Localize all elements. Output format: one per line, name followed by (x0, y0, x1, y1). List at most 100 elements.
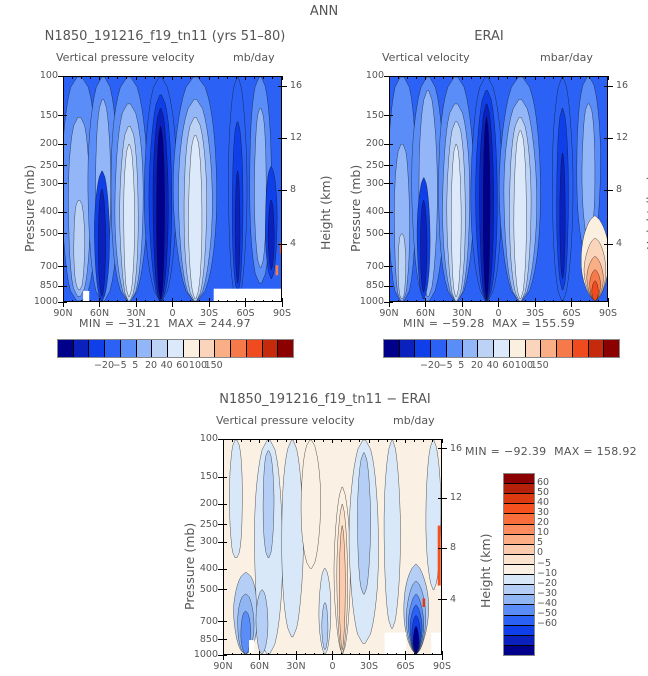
axis-tick-label: 100 (514, 360, 534, 371)
axis-tick-label: −50 (537, 607, 558, 619)
colorbar-cell (504, 595, 534, 606)
axis-tick-label: 700 (199, 615, 218, 627)
colorbar-cell (604, 340, 620, 357)
axis-tick-label: 5 (458, 360, 465, 371)
panel-diff-colorbar[interactable] (503, 473, 535, 656)
axis-tickmark (608, 85, 613, 87)
panel-diff-title: N1850_191216_f19_tn11 − ERAI (219, 392, 431, 407)
panel-diff-subtitle-right: mb/day (393, 414, 435, 427)
axis-tick-label: 850 (365, 280, 384, 292)
axis-tick-label: −5 (537, 557, 552, 569)
colorbar-cell (168, 340, 184, 357)
axis-tickmark (607, 302, 609, 307)
axis-tickmark (388, 302, 390, 307)
panel-model-ylabel: Pressure (mb) (22, 164, 37, 252)
colorbar-cell (504, 484, 534, 495)
colorbar-cell (120, 340, 137, 357)
colorbar-cell (504, 474, 534, 485)
axis-tick-label: 40 (537, 497, 550, 509)
axis-tick-label: 60 (176, 360, 189, 371)
axis-tick-label: 8 (290, 184, 297, 196)
axis-tick-label: 850 (39, 280, 58, 292)
colorbar-cell (504, 645, 534, 655)
axis-tickmark (608, 137, 613, 139)
axis-tickmark (608, 189, 613, 191)
axis-tick-label: 4 (616, 238, 623, 250)
axis-tick-label: 30 (537, 507, 550, 519)
panel-model-min: MIN = −31.21 (79, 317, 161, 330)
axis-tick-label: 5 (537, 537, 544, 549)
colorbar-cell (246, 340, 263, 357)
axis-tick-label: 850 (199, 633, 218, 645)
colorbar-cell (541, 340, 558, 357)
axis-tick-label: 700 (365, 260, 384, 272)
axis-tick-label: 50 (537, 487, 550, 499)
axis-tickmark (442, 448, 447, 450)
axis-tick-label: 1000 (193, 649, 218, 660)
panel-diff-subtitle-left: Vertical pressure velocity (216, 414, 355, 427)
colorbar-cell (504, 605, 534, 616)
axis-tick-label: 150 (204, 360, 223, 371)
axis-tickmark (281, 302, 283, 307)
panel-obs-minmax: MIN = −59.28 MAX = 155.59 (330, 317, 648, 330)
panel-model-plot[interactable] (63, 76, 282, 302)
panel-model-subtitle-left: Vertical pressure velocity (56, 51, 195, 64)
axis-tick-label: 40 (486, 360, 499, 371)
colorbar-cell (504, 625, 534, 636)
axis-tick-label: 60 (502, 360, 515, 371)
axis-tick-label: 1000 (359, 296, 384, 307)
axis-tick-label: −20 (419, 360, 441, 371)
axis-tickmark (405, 655, 406, 660)
panel-obs-title: ERAI (474, 29, 504, 44)
panel-model-minmax: MIN = −31.21 MAX = 244.97 (0, 317, 330, 330)
panel-obs-max: MAX = 155.59 (492, 317, 575, 330)
axis-tick-label: 20 (144, 360, 158, 371)
axis-tick-label: 20 (537, 517, 550, 529)
colorbar-cell (199, 340, 216, 357)
colorbar-cell (504, 564, 534, 576)
axis-tickmark (461, 302, 463, 307)
axis-tickmark (295, 655, 297, 660)
axis-tick-label: 90S (432, 661, 452, 672)
axis-tickmark (282, 85, 287, 87)
panel-model-title: N1850_191216_f19_tn11 (yrs 51–80) (44, 29, 286, 44)
panel-obs-colorbar[interactable] (383, 339, 620, 358)
axis-tick-label: 100 (199, 433, 218, 444)
colorbar-cell (478, 340, 495, 357)
panel-obs-plot[interactable] (389, 76, 608, 302)
axis-tick-label: −30 (537, 587, 558, 599)
axis-tick-label: 0 (537, 547, 544, 559)
axis-tick-label: 0 (329, 661, 336, 672)
axis-tick-label: 12 (290, 132, 303, 144)
axis-tick-label: 700 (39, 260, 58, 272)
colorbar-cell (504, 575, 534, 586)
colorbar-cell (509, 340, 526, 357)
colorbar-cell (278, 340, 294, 357)
panel-diff-min: MIN = −92.39 (465, 445, 547, 458)
panel-obs-y2label: Height (km) (644, 175, 648, 250)
axis-tick-label: 100 (188, 360, 208, 371)
axis-tick-label: 8 (616, 184, 623, 196)
axis-tickmark (442, 497, 447, 499)
panel-diff-plot[interactable] (223, 439, 442, 655)
axis-tickmark (208, 302, 210, 307)
colorbar-cell (504, 554, 534, 565)
axis-tick-label: 150 (39, 109, 58, 121)
panel-model-subtitle-right: mb/day (233, 51, 275, 64)
panel-model-colorbar[interactable] (57, 339, 294, 358)
panel-obs-ylabel: Pressure (mb) (348, 164, 363, 252)
panel-obs-subtitle-right: mbar/day (540, 51, 593, 64)
colorbar-cell (89, 340, 106, 357)
axis-tickmark (282, 189, 287, 191)
panel-model-max: MAX = 244.97 (168, 317, 251, 330)
colorbar-cell (415, 340, 432, 357)
colorbar-cell (58, 340, 74, 357)
colorbar-cell (105, 340, 121, 357)
panel-model-y2label: Height (km) (318, 175, 333, 250)
axis-tick-label: 60 (537, 477, 550, 489)
axis-tick-label: 20 (470, 360, 484, 371)
axis-tickmark (441, 655, 443, 660)
axis-tickmark (62, 302, 64, 307)
axis-tickmark (332, 655, 333, 660)
colorbar-cell (215, 340, 232, 357)
